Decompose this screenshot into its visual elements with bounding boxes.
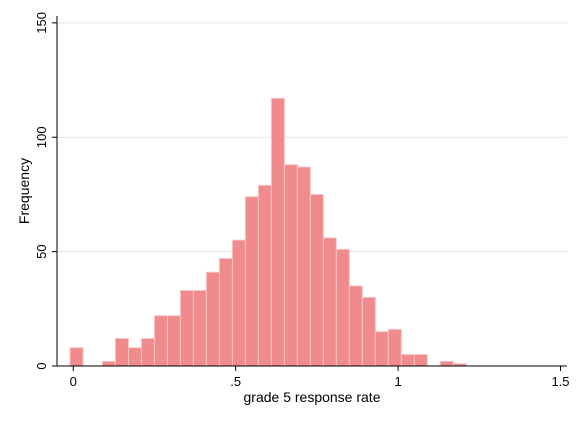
bar-4: [114, 338, 129, 367]
bar-15: [257, 184, 272, 367]
bar-0: [69, 347, 84, 367]
x-tick-label-0: 0: [70, 374, 77, 389]
bar-14: [244, 196, 259, 367]
bar-6: [140, 338, 155, 367]
x-axis-label: grade 5 response rate: [244, 389, 381, 405]
y-tick-label-2: 100: [34, 126, 49, 148]
bar-5: [127, 347, 142, 367]
bar-23: [361, 296, 376, 367]
bar-24: [374, 331, 389, 367]
bar-7: [153, 315, 168, 367]
bar-8: [166, 315, 181, 367]
bar-29: [439, 360, 454, 367]
x-tick-label-3: 1.5: [551, 374, 569, 389]
y-tick-label-1: 50: [34, 244, 49, 258]
bar-26: [400, 354, 415, 367]
y-axis-ticks: 0 50 100 150: [34, 12, 57, 370]
y-tick-label-0: 0: [34, 362, 49, 369]
bar-10: [192, 290, 207, 367]
x-tick-label-2: 1: [394, 374, 401, 389]
bar-17: [283, 164, 298, 367]
bar-3: [101, 360, 116, 367]
bar-16: [270, 97, 285, 367]
bar-20: [322, 237, 337, 367]
bar-27: [413, 354, 428, 367]
bar-9: [179, 290, 194, 367]
bar-22: [348, 285, 363, 367]
bar-25: [387, 328, 402, 367]
bar-19: [309, 193, 324, 367]
x-tick-label-1: .5: [230, 374, 241, 389]
x-axis-ticks: 0 .5 1 1.5: [70, 366, 570, 389]
y-axis-label: Frequency: [16, 158, 32, 224]
y-tick-label-3: 150: [34, 12, 49, 34]
bar-12: [218, 257, 233, 367]
histogram-bars: [69, 97, 467, 367]
bar-11: [205, 271, 220, 367]
bar-18: [296, 166, 311, 367]
bar-21: [335, 248, 350, 367]
bar-13: [231, 239, 246, 367]
